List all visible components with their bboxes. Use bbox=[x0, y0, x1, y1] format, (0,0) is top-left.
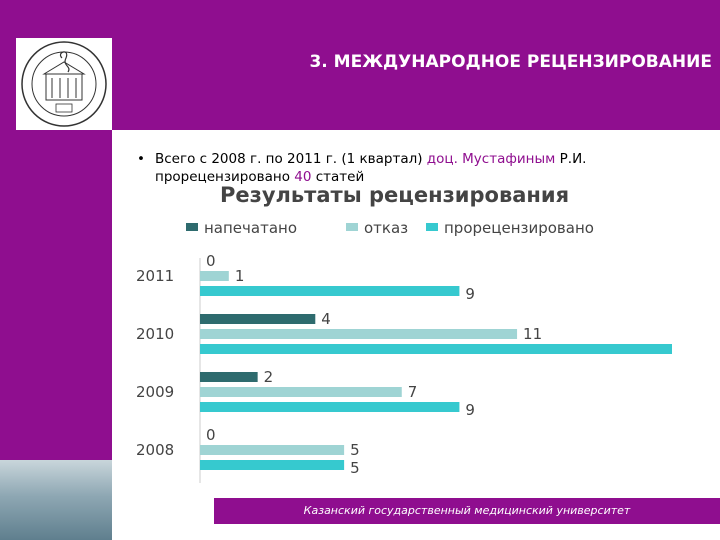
lab-photo bbox=[0, 460, 112, 540]
legend-swatch-1 bbox=[186, 223, 198, 231]
footer-bar: Казанский государственный медицинский ун… bbox=[214, 498, 720, 524]
summary-text-part2: Р.И. прорецензировано bbox=[155, 151, 587, 185]
legend-swatch-2 bbox=[346, 223, 358, 231]
data-label-2008-series-3: 5 bbox=[350, 459, 360, 477]
bullet-marker: • bbox=[137, 151, 145, 167]
category-label-2011: 2011 bbox=[136, 267, 174, 285]
review-results-chart: Результаты рецензирования напечатано отказ… bbox=[136, 183, 672, 483]
legend-label-3: прорецензировано bbox=[444, 219, 594, 237]
bar-2008-series-2 bbox=[200, 445, 345, 455]
data-label-2011-series-1: 0 bbox=[206, 252, 216, 270]
legend-swatch-3 bbox=[426, 223, 438, 231]
bar-2010-series-2 bbox=[200, 329, 518, 339]
bar-2009-series-3 bbox=[200, 402, 460, 412]
summary-text-part1: Всего с 2008 г. по 2011 г. (1 квартал) bbox=[155, 151, 427, 167]
bar-2008-series-3 bbox=[200, 460, 345, 470]
bar-2010-series-1 bbox=[200, 314, 316, 324]
summary-text: Всего с 2008 г. по 2011 г. (1 квартал) д… bbox=[155, 150, 695, 186]
chart-title: Результаты рецензирования bbox=[220, 183, 569, 207]
legend-label-2: отказ bbox=[364, 219, 408, 237]
page-title: 3. МЕЖДУНАРОДНОЕ РЕЦЕНЗИРОВАНИЕ bbox=[309, 52, 712, 72]
bar-2009-series-2 bbox=[200, 387, 402, 397]
bar-2011-series-2 bbox=[200, 271, 229, 281]
footer-text: Казанский государственный медицинский ун… bbox=[303, 504, 631, 517]
article-count: 40 bbox=[294, 169, 312, 185]
university-seal-logo bbox=[16, 38, 112, 130]
legend-label-1: напечатано bbox=[204, 219, 297, 237]
data-label-2009-series-1: 2 bbox=[264, 368, 274, 386]
bar-2011-series-3 bbox=[200, 286, 460, 296]
bar-2009-series-1 bbox=[200, 372, 258, 382]
data-label-2008-series-2: 5 bbox=[350, 441, 360, 459]
data-label-2008-series-1: 0 bbox=[206, 426, 216, 444]
data-label-2011-series-3: 9 bbox=[465, 285, 475, 303]
reviewer-name: доц. Мустафиным bbox=[426, 151, 556, 167]
category-label-2010: 2010 bbox=[136, 325, 174, 343]
category-label-2008: 2008 bbox=[136, 441, 174, 459]
category-label-2009: 2009 bbox=[136, 383, 174, 401]
bar-2010-series-3 bbox=[200, 344, 672, 354]
data-label-2011-series-2: 1 bbox=[235, 267, 245, 285]
summary-text-part3: статей bbox=[311, 169, 365, 185]
data-label-2010-series-2: 11 bbox=[523, 325, 542, 343]
header-band bbox=[0, 0, 720, 130]
data-label-2010-series-1: 4 bbox=[321, 310, 331, 328]
data-label-2009-series-3: 9 bbox=[465, 401, 475, 419]
data-label-2009-series-2: 7 bbox=[408, 383, 418, 401]
